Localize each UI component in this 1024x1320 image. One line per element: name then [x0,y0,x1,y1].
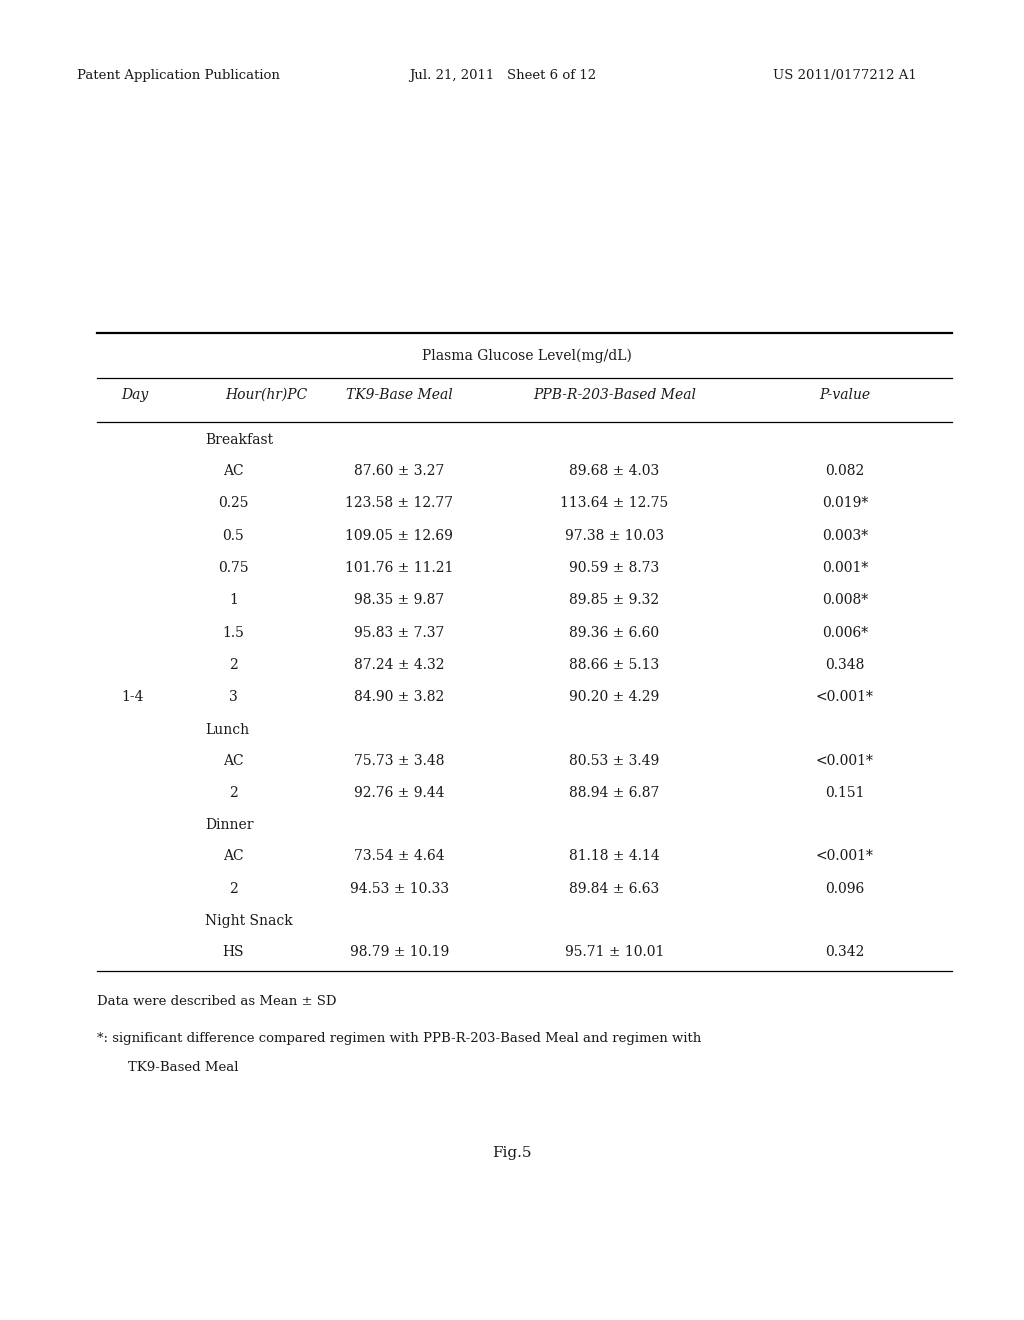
Text: 0.5: 0.5 [222,528,245,543]
Text: 97.38 ± 10.03: 97.38 ± 10.03 [565,528,664,543]
Text: Day: Day [121,388,148,403]
Text: Lunch: Lunch [205,722,249,737]
Text: 101.76 ± 11.21: 101.76 ± 11.21 [345,561,454,576]
Text: 95.71 ± 10.01: 95.71 ± 10.01 [564,945,665,960]
Text: 87.60 ± 3.27: 87.60 ± 3.27 [354,465,444,478]
Text: 0.006*: 0.006* [821,626,868,640]
Text: AC: AC [223,465,244,478]
Text: 84.90 ± 3.82: 84.90 ± 3.82 [354,690,444,705]
Text: 95.83 ± 7.37: 95.83 ± 7.37 [354,626,444,640]
Text: 73.54 ± 4.64: 73.54 ± 4.64 [354,850,444,863]
Text: PPB-R-203-Based Meal: PPB-R-203-Based Meal [532,388,696,403]
Text: 81.18 ± 4.14: 81.18 ± 4.14 [569,850,659,863]
Text: AC: AC [223,754,244,768]
Text: HS: HS [223,945,244,960]
Text: *: significant difference compared regimen with PPB-R-203-Based Meal and regimen: *: significant difference compared regim… [97,1032,701,1044]
Text: 0.348: 0.348 [825,657,864,672]
Text: 89.68 ± 4.03: 89.68 ± 4.03 [569,465,659,478]
Text: 89.36 ± 6.60: 89.36 ± 6.60 [569,626,659,640]
Text: <0.001*: <0.001* [816,690,873,705]
Text: Plasma Glucose Level(mg/dL): Plasma Glucose Level(mg/dL) [423,348,632,363]
Text: Fig.5: Fig.5 [493,1146,531,1160]
Text: Patent Application Publication: Patent Application Publication [77,69,280,82]
Text: 80.53 ± 3.49: 80.53 ± 3.49 [569,754,659,768]
Text: Jul. 21, 2011   Sheet 6 of 12: Jul. 21, 2011 Sheet 6 of 12 [410,69,597,82]
Text: 123.58 ± 12.77: 123.58 ± 12.77 [345,496,454,511]
Text: 88.66 ± 5.13: 88.66 ± 5.13 [569,657,659,672]
Text: 0.151: 0.151 [825,785,864,800]
Text: P-value: P-value [819,388,870,403]
Text: 0.008*: 0.008* [821,593,868,607]
Text: 109.05 ± 12.69: 109.05 ± 12.69 [345,528,454,543]
Text: Hour(hr)PC: Hour(hr)PC [225,388,307,403]
Text: 0.25: 0.25 [218,496,249,511]
Text: 0.003*: 0.003* [821,528,868,543]
Text: 1.5: 1.5 [222,626,245,640]
Text: 2: 2 [229,657,238,672]
Text: 1-4: 1-4 [121,690,143,705]
Text: 2: 2 [229,882,238,896]
Text: 2: 2 [229,785,238,800]
Text: 0.096: 0.096 [825,882,864,896]
Text: 90.20 ± 4.29: 90.20 ± 4.29 [569,690,659,705]
Text: Dinner: Dinner [205,818,253,833]
Text: TK9-Based Meal: TK9-Based Meal [128,1061,239,1073]
Text: 90.59 ± 8.73: 90.59 ± 8.73 [569,561,659,576]
Text: Breakfast: Breakfast [205,433,273,447]
Text: 98.35 ± 9.87: 98.35 ± 9.87 [354,593,444,607]
Text: 89.85 ± 9.32: 89.85 ± 9.32 [569,593,659,607]
Text: 0.082: 0.082 [825,465,864,478]
Text: Data were described as Mean ± SD: Data were described as Mean ± SD [97,995,337,1007]
Text: <0.001*: <0.001* [816,754,873,768]
Text: 0.342: 0.342 [825,945,864,960]
Text: 89.84 ± 6.63: 89.84 ± 6.63 [569,882,659,896]
Text: 0.75: 0.75 [218,561,249,576]
Text: 98.79 ± 10.19: 98.79 ± 10.19 [350,945,449,960]
Text: 87.24 ± 4.32: 87.24 ± 4.32 [354,657,444,672]
Text: 113.64 ± 12.75: 113.64 ± 12.75 [560,496,669,511]
Text: AC: AC [223,850,244,863]
Text: 94.53 ± 10.33: 94.53 ± 10.33 [350,882,449,896]
Text: TK9-Base Meal: TK9-Base Meal [346,388,453,403]
Text: 1: 1 [229,593,238,607]
Text: US 2011/0177212 A1: US 2011/0177212 A1 [773,69,916,82]
Text: 0.019*: 0.019* [821,496,868,511]
Text: 88.94 ± 6.87: 88.94 ± 6.87 [569,785,659,800]
Text: 75.73 ± 3.48: 75.73 ± 3.48 [354,754,444,768]
Text: Night Snack: Night Snack [205,913,293,928]
Text: <0.001*: <0.001* [816,850,873,863]
Text: 3: 3 [229,690,238,705]
Text: 92.76 ± 9.44: 92.76 ± 9.44 [354,785,444,800]
Text: 0.001*: 0.001* [821,561,868,576]
